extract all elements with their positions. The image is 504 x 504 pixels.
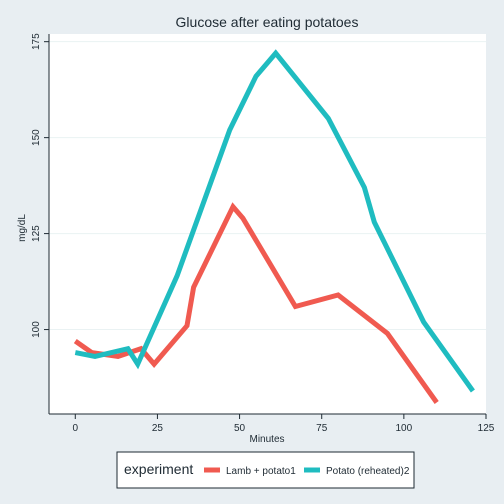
legend-box — [116, 451, 415, 489]
legend-items: Lamb + potato1 Potato (reheated)2 — [204, 466, 410, 477]
y-tick-label: 125 — [31, 225, 42, 242]
y-tick-label: 175 — [31, 33, 42, 50]
legend-label-1: Lamb + potato1 — [226, 466, 296, 477]
y-tick-label: 100 — [31, 321, 42, 338]
x-tick-label: 25 — [152, 423, 164, 434]
series-line-2 — [74, 49, 475, 393]
x-tick-label: 75 — [316, 423, 328, 434]
x-tick-label: 0 — [73, 423, 79, 434]
series-lines — [73, 49, 475, 404]
x-tick-label: 50 — [234, 423, 246, 434]
chart-title: Glucose after eating potatoes — [176, 14, 359, 30]
tick-labels: 0 25 50 75 100 125 100 125 150 175 — [31, 33, 495, 434]
x-axis-label: Minutes — [249, 434, 284, 445]
y-tick-label: 150 — [31, 129, 42, 146]
axes — [44, 34, 487, 419]
legend-label-2: Potato (reheated)2 — [326, 466, 410, 477]
legend-title: experiment — [124, 461, 193, 477]
gridlines — [49, 41, 486, 331]
series-line-1 — [73, 202, 439, 404]
x-tick-label: 125 — [478, 423, 495, 434]
x-tick-label: 100 — [396, 423, 413, 434]
legend: experiment Lamb + potato1 Potato (reheate… — [116, 451, 415, 489]
y-axis-label: mg/dL — [17, 214, 28, 242]
